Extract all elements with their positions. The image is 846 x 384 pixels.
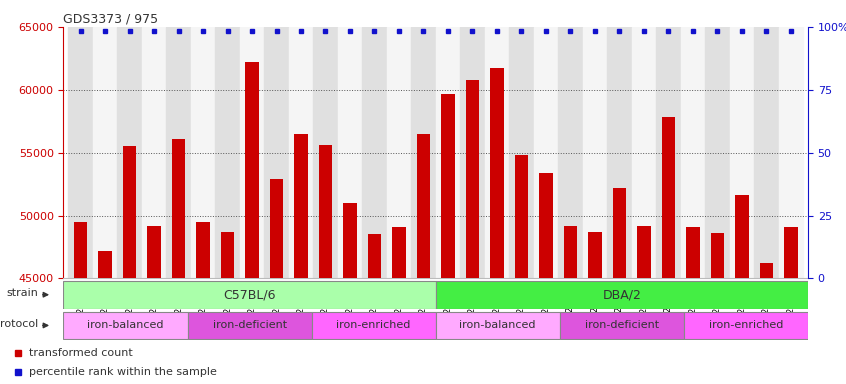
Bar [123,146,136,278]
Bar [686,227,700,278]
Text: DBA/2: DBA/2 [602,288,641,301]
Bar [539,173,552,278]
Text: transformed count: transformed count [29,348,133,358]
Bar [393,227,406,278]
Text: iron-balanced: iron-balanced [459,320,536,331]
Bar [294,134,308,278]
Bar [221,232,234,278]
Text: iron-enriched: iron-enriched [709,320,783,331]
Bar [735,195,749,278]
Bar [637,225,651,278]
Bar [442,94,454,278]
Bar [436,312,560,339]
Bar [63,312,188,339]
Bar [215,27,239,278]
Bar [362,27,387,278]
Bar [270,179,283,278]
Text: strain: strain [6,288,38,298]
Bar [560,312,684,339]
Bar [485,27,509,278]
Bar [534,27,558,278]
Bar [632,27,656,278]
Bar [436,27,460,278]
Bar [142,27,167,278]
Bar [239,27,264,278]
Bar [338,27,362,278]
Bar [558,27,583,278]
Bar [705,27,729,278]
Bar [711,233,724,278]
Bar [288,27,313,278]
Bar [680,27,705,278]
Bar [754,27,778,278]
Bar [465,80,479,278]
Bar [319,145,332,278]
Bar [191,27,215,278]
Bar [588,232,602,278]
Bar [98,251,112,278]
Bar [118,27,142,278]
Bar [490,68,503,278]
Text: percentile rank within the sample: percentile rank within the sample [29,367,217,377]
Text: iron-balanced: iron-balanced [87,320,164,331]
Text: GDS3373 / 975: GDS3373 / 975 [63,13,158,26]
Bar [93,27,118,278]
Text: C57BL/6: C57BL/6 [223,288,276,301]
Bar [313,27,338,278]
Bar [662,118,675,278]
Bar [172,139,185,278]
Bar [343,203,357,278]
Bar [411,27,436,278]
Bar [245,62,259,278]
Bar [460,27,485,278]
Text: iron-enriched: iron-enriched [337,320,411,331]
Text: protocol: protocol [0,319,38,329]
Bar [196,222,210,278]
Text: iron-deficient: iron-deficient [212,320,287,331]
Bar [74,222,87,278]
Bar [684,312,808,339]
Bar [264,27,288,278]
Bar [417,134,430,278]
Bar [784,227,798,278]
Bar [656,27,680,278]
Bar [563,225,577,278]
Bar [509,27,534,278]
Bar [167,27,191,278]
Bar [778,27,803,278]
Bar [613,188,626,278]
Bar [436,281,808,309]
Bar [607,27,632,278]
Bar [69,27,93,278]
Bar [368,234,382,278]
Bar [760,263,773,278]
Text: iron-deficient: iron-deficient [585,320,659,331]
Bar [311,312,436,339]
Bar [188,312,311,339]
Bar [583,27,607,278]
Bar [63,281,436,309]
Bar [147,225,161,278]
Bar [729,27,754,278]
Bar [514,155,528,278]
Bar [387,27,411,278]
